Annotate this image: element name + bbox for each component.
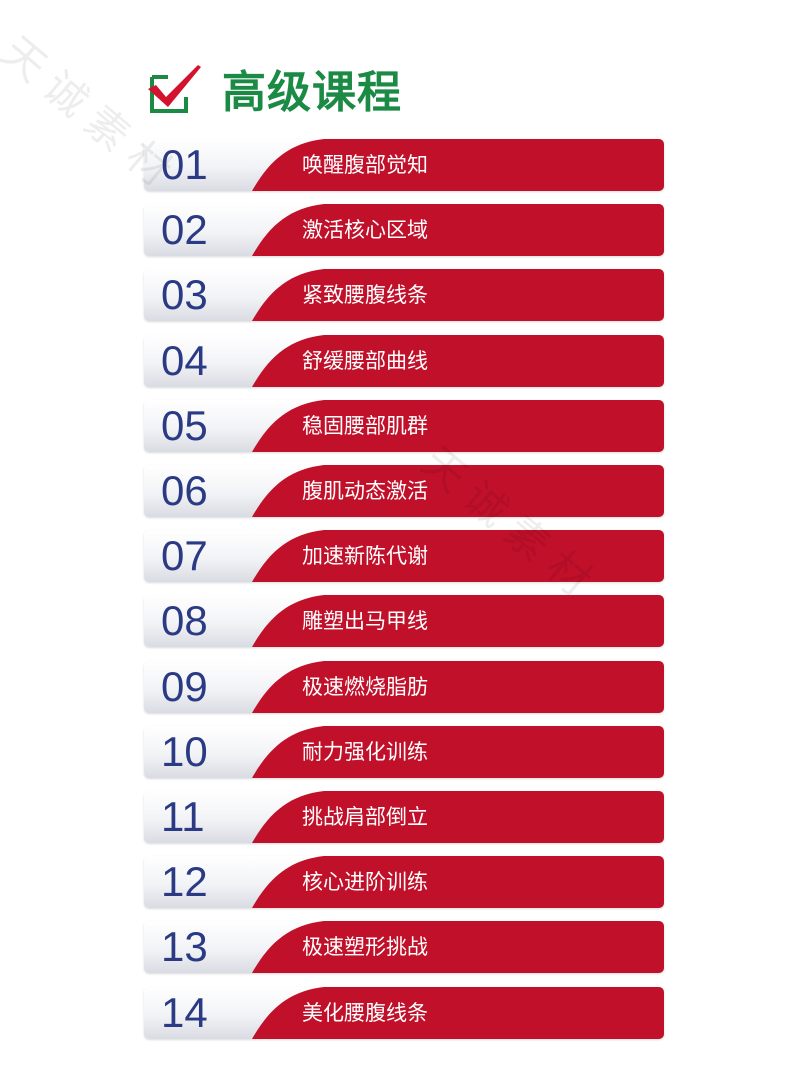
course-label: 稳固腰部肌群 <box>302 413 428 438</box>
course-number: 01 <box>161 141 208 188</box>
red-band <box>252 660 664 713</box>
watermark: 天诚素材 <box>412 436 610 614</box>
course-label: 极速塑形挑战 <box>302 935 428 960</box>
course-number: 10 <box>161 727 208 775</box>
course-label: 加速新陈代谢 <box>302 544 428 569</box>
course-item[interactable]: 05 稳固腰部肌群 <box>144 399 664 452</box>
course-label: 唤醒腹部觉知 <box>302 153 428 177</box>
course-item[interactable]: 09 极速燃烧脂肪 <box>144 660 664 713</box>
red-band <box>252 921 664 974</box>
page-title: 高级课程 <box>222 67 402 118</box>
course-item[interactable]: 04 舒缓腰部曲线 <box>144 334 664 387</box>
course-number: 12 <box>161 858 208 906</box>
course-item[interactable]: 08 雕塑出马甲线 <box>144 595 664 648</box>
course-number: 05 <box>161 401 208 449</box>
course-item[interactable]: 06 腹肌动态激活 <box>144 465 664 517</box>
course-label: 舒缓腰部曲线 <box>302 348 428 373</box>
course-label: 耐力强化训练 <box>302 739 428 764</box>
red-band <box>252 530 664 583</box>
course-label: 雕塑出马甲线 <box>302 609 428 634</box>
course-label: 核心进阶训练 <box>302 870 428 895</box>
course-item[interactable]: 13 极速塑形挑战 <box>144 921 664 974</box>
course-number: 09 <box>161 662 208 710</box>
course-item[interactable]: 07 加速新陈代谢 <box>144 530 664 583</box>
course-label: 腹肌动态激活 <box>302 479 428 503</box>
course-number: 11 <box>161 793 205 840</box>
red-band <box>252 269 664 322</box>
course-label: 挑战肩部倒立 <box>302 805 428 829</box>
red-band <box>252 334 664 387</box>
course-label: 极速燃烧脂肪 <box>302 674 428 699</box>
course-item[interactable]: 14 美化腰腹线条 <box>144 986 664 1039</box>
course-label: 紧致腰腹线条 <box>302 283 428 308</box>
red-band <box>252 139 664 191</box>
course-number: 04 <box>161 336 208 384</box>
course-item[interactable]: 10 耐力强化训练 <box>144 725 664 778</box>
course-item[interactable]: 02 激活核心区域 <box>144 204 664 257</box>
course-label: 美化腰腹线条 <box>302 1000 428 1025</box>
course-item[interactable]: 03 紧致腰腹线条 <box>144 269 664 322</box>
course-item[interactable]: 01 唤醒腹部觉知 <box>144 139 664 191</box>
red-band <box>252 791 664 843</box>
course-number: 03 <box>161 271 208 319</box>
red-band <box>252 465 664 517</box>
course-label: 激活核心区域 <box>302 218 428 243</box>
course-number: 07 <box>161 532 208 580</box>
red-band <box>252 595 664 648</box>
course-item[interactable]: 11 挑战肩部倒立 <box>144 791 664 843</box>
course-number: 08 <box>161 597 208 645</box>
course-number: 06 <box>161 467 208 514</box>
red-band <box>252 204 664 257</box>
header: 高级课程 <box>146 58 402 118</box>
red-band <box>252 986 664 1039</box>
course-number: 13 <box>161 923 208 971</box>
course-number: 14 <box>161 988 208 1036</box>
red-band <box>252 856 664 909</box>
checkbox-check-icon <box>146 63 201 113</box>
course-item[interactable]: 12 核心进阶训练 <box>144 856 664 909</box>
red-band <box>252 399 664 452</box>
red-band <box>252 725 664 778</box>
course-number: 02 <box>161 206 208 254</box>
